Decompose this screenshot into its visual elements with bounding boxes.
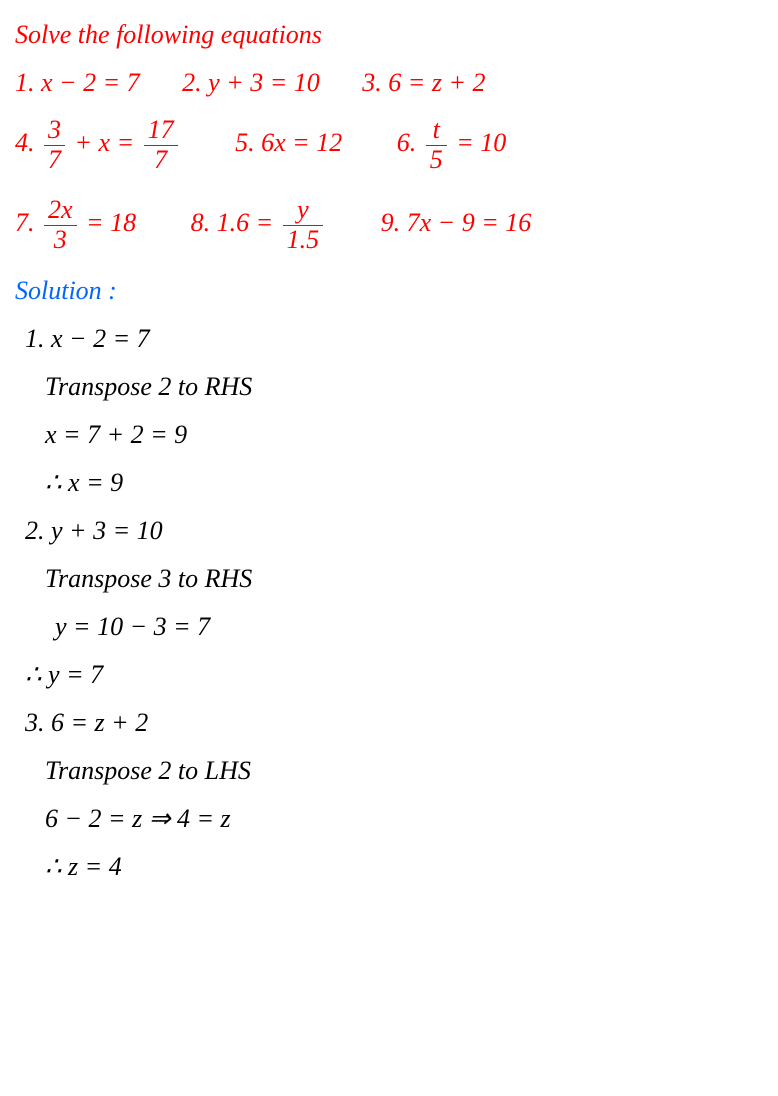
solution-3-eq: 3. 6 = z + 2 (15, 708, 763, 738)
solution-2-result: ∴ y = 7 (15, 660, 763, 690)
fraction-t-over-5: t5 (426, 116, 447, 174)
fraction-17-over-7: 177 (144, 116, 178, 174)
solution-2-eq: 2. y + 3 = 10 (15, 516, 763, 546)
problem-9: 9. 7x − 9 = 16 (381, 208, 532, 237)
problem-7-prefix: 7. (15, 208, 41, 237)
solution-2-step1: Transpose 3 to RHS (15, 564, 763, 594)
problems-row-2: 4. 37 + x = 177 5. 6x = 12 6. t5 = 10 (15, 116, 763, 174)
problem-2: 2. y + 3 = 10 (182, 68, 320, 97)
problem-4-mid: + x = (68, 128, 141, 157)
fraction-2x-over-3: 2x3 (44, 196, 77, 254)
solution-2-step2: y = 10 − 3 = 7 (15, 612, 763, 642)
problem-7-suffix: = 18 (80, 208, 137, 237)
problems-row-3: 7. 2x3 = 18 8. 1.6 = y1.5 9. 7x − 9 = 16 (15, 196, 763, 254)
problem-6-suffix: = 10 (450, 128, 507, 157)
fraction-y-over-1p5: y1.5 (283, 196, 324, 254)
solution-1-result: ∴ x = 9 (15, 468, 763, 498)
solution-3-result: ∴ z = 4 (15, 852, 763, 882)
problem-3: 3. 6 = z + 2 (362, 68, 485, 97)
solution-label: Solution : (15, 276, 763, 306)
fraction-3-over-7: 37 (44, 116, 65, 174)
problems-row-1: 1. x − 2 = 7 2. y + 3 = 10 3. 6 = z + 2 (15, 68, 763, 98)
solution-3-step1: Transpose 2 to LHS (15, 756, 763, 786)
solution-1-step2: x = 7 + 2 = 9 (15, 420, 763, 450)
problem-8-prefix: 8. 1.6 = (191, 208, 280, 237)
problem-header: Solve the following equations (15, 20, 763, 50)
problem-6-prefix: 6. (397, 128, 423, 157)
solution-3-step2: 6 − 2 = z ⇒ 4 = z (15, 804, 763, 834)
problem-1: 1. x − 2 = 7 (15, 68, 140, 97)
solution-1-step1: Transpose 2 to RHS (15, 372, 763, 402)
problem-4-prefix: 4. (15, 128, 41, 157)
problem-5: 5. 6x = 12 (235, 128, 342, 157)
solution-1-eq: 1. x − 2 = 7 (15, 324, 763, 354)
